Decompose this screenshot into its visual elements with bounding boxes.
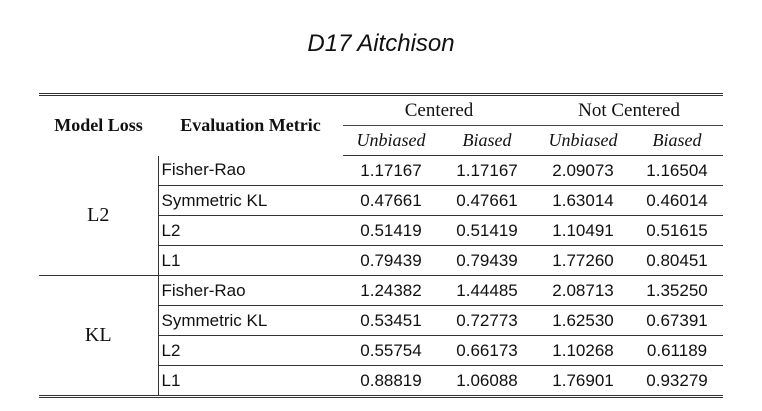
value-cell: 0.80451 bbox=[631, 245, 724, 276]
metric-cell: Fisher-Rao bbox=[157, 275, 343, 306]
value-cell: 2.08713 bbox=[535, 275, 632, 306]
value-cell: 0.61189 bbox=[631, 335, 724, 366]
value-cell: 1.77260 bbox=[535, 245, 632, 276]
value-cell: 1.63014 bbox=[535, 185, 632, 216]
value-cell: 1.10268 bbox=[535, 335, 632, 366]
model-loss-cell: L2 bbox=[39, 155, 158, 276]
table-row: L2 0.55754 0.66173 1.10268 0.61189 bbox=[39, 335, 724, 366]
metric-cell: L1 bbox=[157, 365, 343, 398]
value-cell: 0.66173 bbox=[439, 335, 536, 366]
header-centered-biased: Biased bbox=[439, 125, 536, 156]
header-not-centered-biased: Biased bbox=[631, 125, 724, 156]
value-cell: 0.72773 bbox=[439, 305, 536, 336]
value-cell: 0.79439 bbox=[343, 245, 439, 276]
table-row: L1 0.88819 1.06088 1.76901 0.93279 bbox=[39, 365, 724, 398]
header-centered-unbiased: Unbiased bbox=[343, 125, 439, 156]
table-title: D17 Aitchison bbox=[307, 30, 455, 57]
value-cell: 0.88819 bbox=[343, 365, 439, 398]
value-cell: 1.17167 bbox=[439, 155, 536, 186]
header-model-loss: Model Loss bbox=[39, 93, 158, 156]
header-not-centered-unbiased: Unbiased bbox=[535, 125, 632, 156]
value-cell: 0.46014 bbox=[631, 185, 724, 216]
value-cell: 0.53451 bbox=[343, 305, 439, 336]
table-row: KL Fisher-Rao 1.24382 1.44485 2.08713 1.… bbox=[39, 275, 724, 398]
value-cell: 1.16504 bbox=[631, 155, 724, 186]
header-evaluation-metric: Evaluation Metric bbox=[158, 93, 343, 156]
table-row: L2 0.51419 0.51419 1.10491 0.51615 bbox=[39, 215, 724, 246]
metric-cell: Symmetric KL bbox=[157, 305, 343, 336]
value-cell: 1.76901 bbox=[535, 365, 632, 398]
metric-cell: L2 bbox=[157, 215, 343, 246]
value-cell: 1.24382 bbox=[343, 275, 439, 306]
value-cell: 1.35250 bbox=[631, 275, 724, 306]
table-row: L1 0.79439 0.79439 1.77260 0.80451 bbox=[39, 245, 724, 276]
value-cell: 0.55754 bbox=[343, 335, 439, 366]
value-cell: 0.67391 bbox=[631, 305, 724, 336]
metric-cell: Symmetric KL bbox=[157, 185, 343, 216]
value-cell: 0.47661 bbox=[343, 185, 439, 216]
value-cell: 1.06088 bbox=[439, 365, 536, 398]
metric-cell: Fisher-Rao bbox=[157, 155, 343, 186]
results-table: Model Loss Evaluation Metric Centered No… bbox=[39, 93, 724, 398]
value-cell: 1.10491 bbox=[535, 215, 632, 246]
value-cell: 1.62530 bbox=[535, 305, 632, 336]
value-cell: 1.17167 bbox=[343, 155, 439, 186]
metric-cell: L1 bbox=[157, 245, 343, 276]
value-cell: 0.51419 bbox=[343, 215, 439, 246]
table-row: Symmetric KL 0.47661 0.47661 1.63014 0.4… bbox=[39, 185, 724, 216]
value-cell: 0.79439 bbox=[439, 245, 536, 276]
value-cell: 2.09073 bbox=[535, 155, 632, 186]
header-group-not-centered: Not Centered bbox=[535, 93, 724, 126]
value-cell: 0.47661 bbox=[439, 185, 536, 216]
value-cell: 1.44485 bbox=[439, 275, 536, 306]
table-row: Symmetric KL 0.53451 0.72773 1.62530 0.6… bbox=[39, 305, 724, 336]
model-loss-cell: KL bbox=[39, 275, 158, 398]
header-group-centered: Centered bbox=[343, 93, 536, 126]
metric-cell: L2 bbox=[157, 335, 343, 366]
value-cell: 0.51419 bbox=[439, 215, 536, 246]
table-row: L2 Fisher-Rao 1.17167 1.17167 2.09073 1.… bbox=[39, 155, 724, 276]
value-cell: 0.93279 bbox=[631, 365, 724, 398]
value-cell: 0.51615 bbox=[631, 215, 724, 246]
